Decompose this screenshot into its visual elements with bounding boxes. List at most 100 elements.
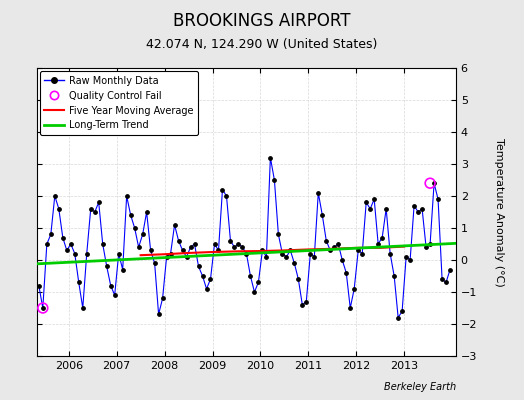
Point <box>334 241 343 247</box>
Point <box>362 199 370 206</box>
Point <box>406 257 414 263</box>
Point <box>342 270 351 276</box>
Point <box>143 209 151 215</box>
Point <box>83 250 91 257</box>
Point <box>346 305 354 311</box>
Point <box>118 266 127 273</box>
Point <box>262 254 270 260</box>
Point <box>59 234 67 241</box>
Point <box>258 247 267 254</box>
Point <box>39 305 47 311</box>
Point <box>94 199 103 206</box>
Point <box>194 263 203 270</box>
Text: 42.074 N, 124.290 W (United States): 42.074 N, 124.290 W (United States) <box>146 38 378 51</box>
Point <box>402 254 410 260</box>
Point <box>414 209 422 215</box>
Point <box>234 241 243 247</box>
Point <box>366 206 375 212</box>
Point <box>390 273 398 279</box>
Point <box>174 238 183 244</box>
Point <box>106 282 115 289</box>
Point <box>187 244 195 250</box>
Point <box>71 250 79 257</box>
Point <box>79 305 87 311</box>
Point <box>115 250 123 257</box>
Point <box>318 212 326 218</box>
Point <box>358 250 366 257</box>
Point <box>282 254 291 260</box>
Point <box>242 250 250 257</box>
Point <box>230 244 238 250</box>
Point <box>290 260 299 266</box>
Point <box>202 286 211 292</box>
Point <box>238 244 247 250</box>
Point <box>111 292 119 298</box>
Point <box>278 250 287 257</box>
Point <box>199 273 207 279</box>
Point <box>62 247 71 254</box>
Point <box>326 247 334 254</box>
Point <box>47 231 55 238</box>
Point <box>422 244 430 250</box>
Point <box>246 273 255 279</box>
Text: BROOKINGS AIRPORT: BROOKINGS AIRPORT <box>173 12 351 30</box>
Point <box>226 238 235 244</box>
Point <box>54 206 63 212</box>
Point <box>338 257 346 263</box>
Point <box>123 193 131 199</box>
Point <box>394 314 402 321</box>
Point <box>155 311 163 318</box>
Point <box>167 250 175 257</box>
Point <box>138 231 147 238</box>
Y-axis label: Temperature Anomaly (°C): Temperature Anomaly (°C) <box>494 138 504 286</box>
Point <box>182 254 191 260</box>
Point <box>130 225 139 231</box>
Point <box>370 196 378 202</box>
Point <box>426 241 434 247</box>
Point <box>330 244 339 250</box>
Text: Berkeley Earth: Berkeley Earth <box>384 382 456 392</box>
Point <box>446 266 454 273</box>
Point <box>146 247 155 254</box>
Point <box>222 193 231 199</box>
Point <box>250 289 259 295</box>
Point <box>430 180 438 186</box>
Point <box>74 279 83 286</box>
Point <box>206 276 215 282</box>
Point <box>294 276 302 282</box>
Point <box>51 193 59 199</box>
Legend: Raw Monthly Data, Quality Control Fail, Five Year Moving Average, Long-Term Tren: Raw Monthly Data, Quality Control Fail, … <box>40 71 198 135</box>
Point <box>418 206 427 212</box>
Point <box>386 250 395 257</box>
Point <box>219 186 227 193</box>
Point <box>178 247 187 254</box>
Point <box>306 250 314 257</box>
Point <box>314 190 322 196</box>
Point <box>286 247 294 254</box>
Point <box>162 254 171 260</box>
Point <box>310 254 319 260</box>
Point <box>378 234 386 241</box>
Point <box>150 260 159 266</box>
Point <box>35 282 43 289</box>
Point <box>438 276 446 282</box>
Point <box>298 302 307 308</box>
Point <box>398 308 406 314</box>
Point <box>434 196 442 202</box>
Point <box>86 206 95 212</box>
Point <box>126 212 135 218</box>
Point <box>42 241 51 247</box>
Point <box>322 238 331 244</box>
Point <box>374 241 383 247</box>
Point <box>190 241 199 247</box>
Point <box>350 286 358 292</box>
Point <box>39 305 47 311</box>
Point <box>170 222 179 228</box>
Point <box>99 241 107 247</box>
Point <box>382 206 390 212</box>
Point <box>91 209 99 215</box>
Point <box>410 202 418 209</box>
Point <box>214 247 223 254</box>
Point <box>270 177 279 183</box>
Point <box>426 180 434 186</box>
